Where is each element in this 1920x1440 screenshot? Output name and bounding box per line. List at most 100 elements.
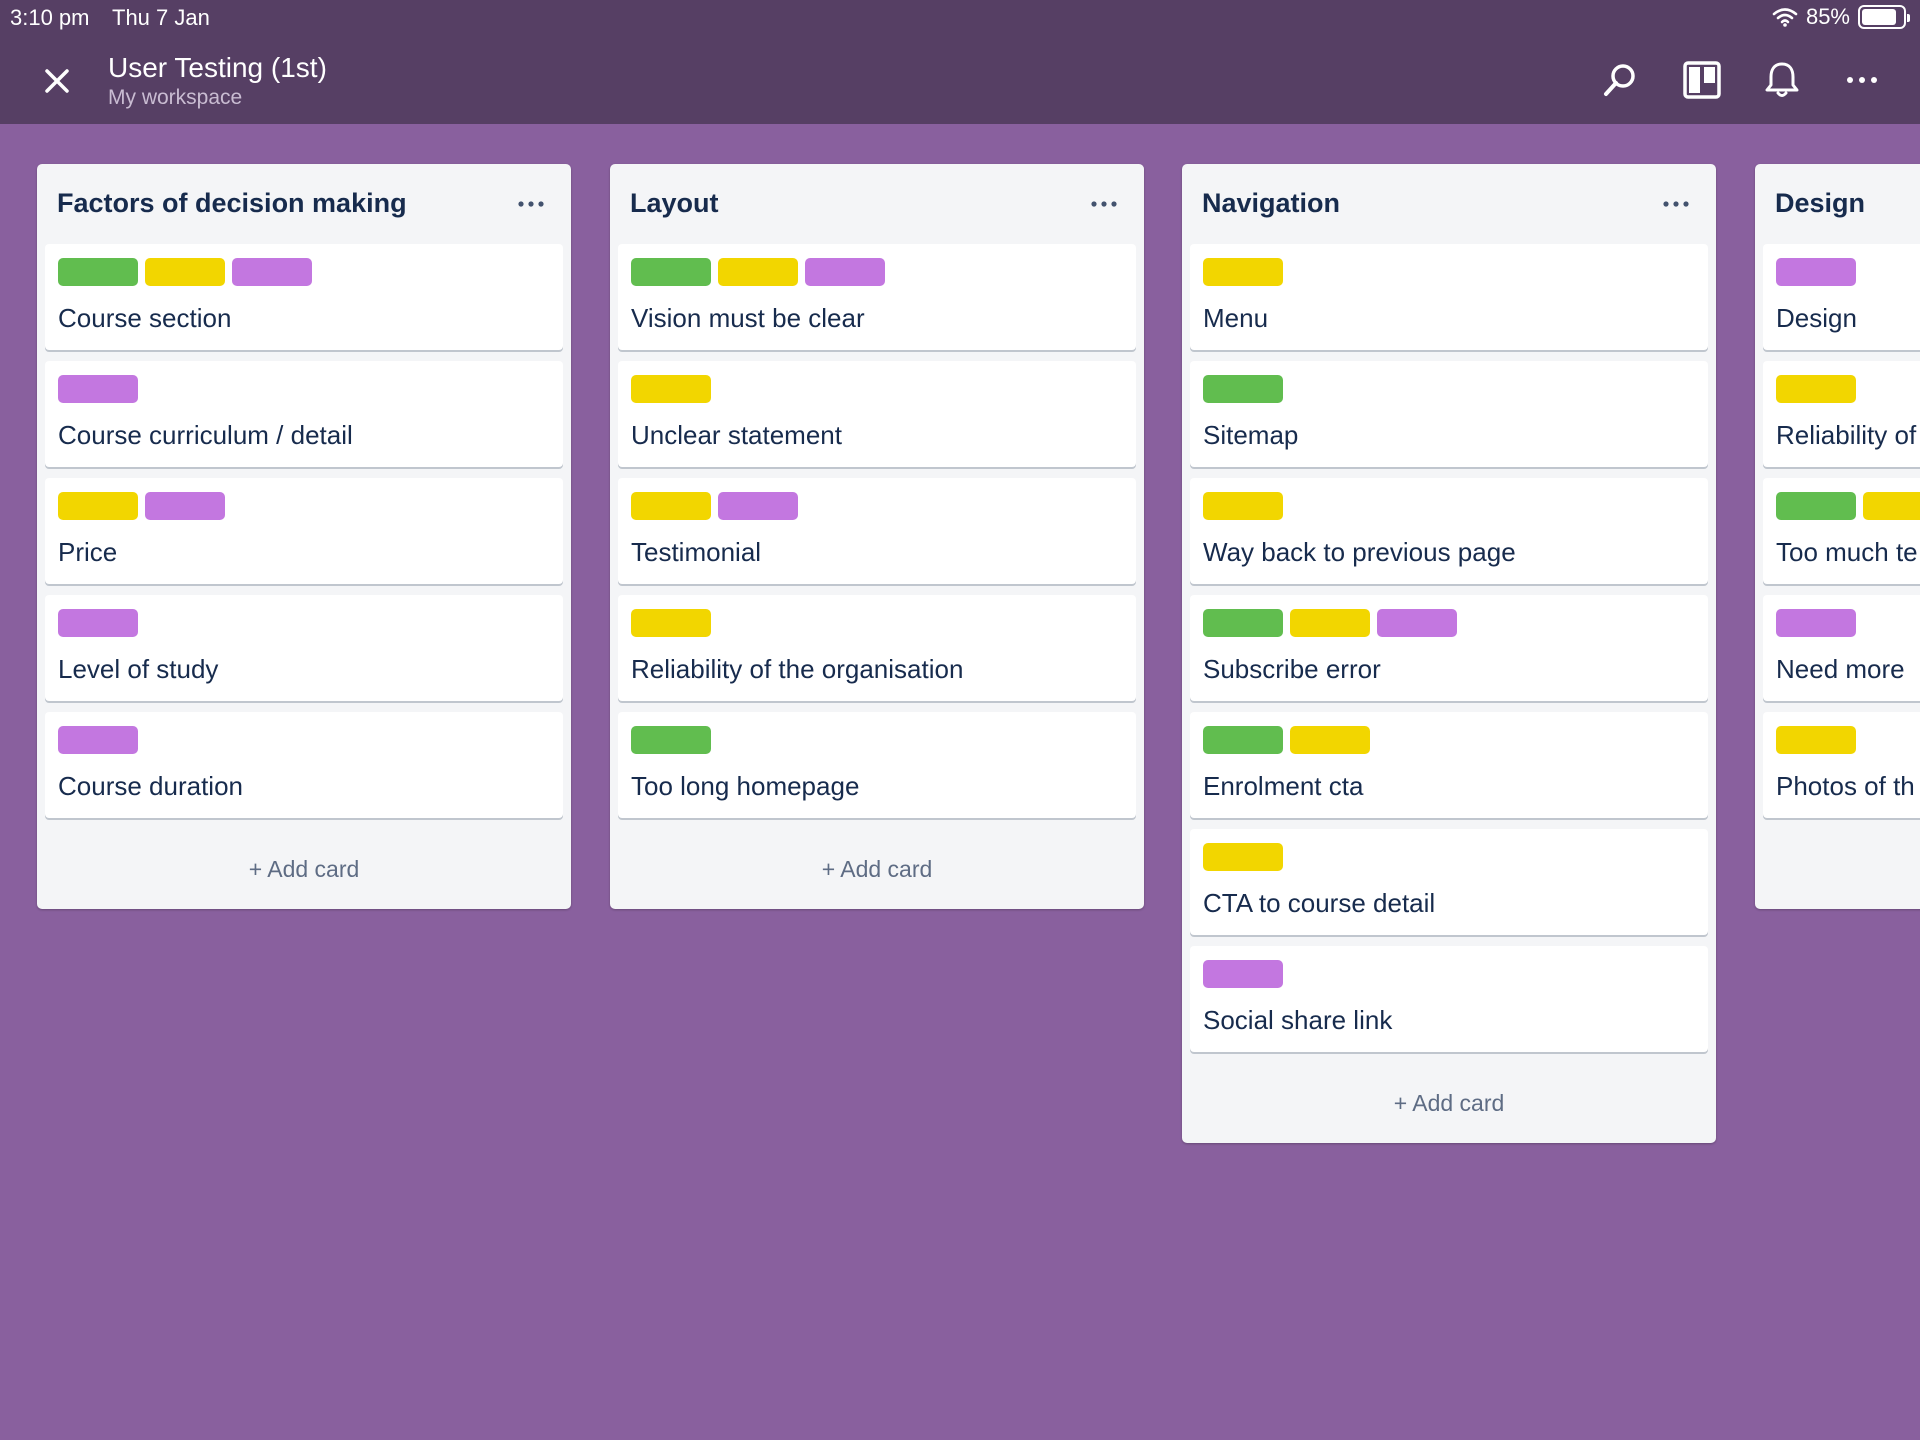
add-card-button[interactable]: + Add card bbox=[821, 855, 933, 882]
card[interactable]: Vision must be clear bbox=[618, 244, 1136, 350]
card-labels bbox=[1203, 843, 1283, 871]
card[interactable]: Photos of th bbox=[1763, 712, 1920, 818]
add-card-button[interactable] bbox=[1755, 829, 1920, 909]
list-header: Factors of decision making bbox=[37, 164, 571, 244]
card-labels bbox=[1776, 492, 1920, 520]
card[interactable]: Price bbox=[45, 478, 563, 584]
list-header: Navigation bbox=[1182, 164, 1716, 244]
card-labels bbox=[58, 492, 225, 520]
card[interactable]: Too long homepage bbox=[618, 712, 1136, 818]
list-menu-button[interactable] bbox=[1082, 184, 1126, 224]
label-green bbox=[1776, 492, 1856, 520]
card-labels bbox=[1203, 258, 1283, 286]
board-view-button[interactable] bbox=[1678, 56, 1726, 104]
label-purple bbox=[145, 492, 225, 520]
card[interactable]: Reliability of the organisation bbox=[618, 595, 1136, 701]
label-green bbox=[58, 258, 138, 286]
card-labels bbox=[631, 258, 885, 286]
card-title: Menu bbox=[1203, 303, 1269, 333]
card[interactable]: Sitemap bbox=[1190, 361, 1708, 467]
list-title: Navigation bbox=[1202, 188, 1341, 218]
add-card-button[interactable]: + Add card bbox=[248, 855, 360, 882]
card-title: Sitemap bbox=[1203, 420, 1299, 450]
card[interactable]: Way back to previous page bbox=[1190, 478, 1708, 584]
list-menu-button[interactable] bbox=[509, 184, 553, 224]
card[interactable]: Design bbox=[1763, 244, 1920, 350]
list-menu-button[interactable] bbox=[1654, 184, 1698, 224]
card-labels bbox=[1776, 258, 1856, 286]
label-yellow bbox=[1203, 843, 1283, 871]
notifications-button[interactable] bbox=[1758, 56, 1806, 104]
list-layout: Layout Vision must be clear Unclear state… bbox=[610, 164, 1144, 909]
card-labels bbox=[1203, 492, 1283, 520]
label-yellow bbox=[1203, 258, 1283, 286]
search-button[interactable] bbox=[1596, 56, 1644, 104]
list-title: Design bbox=[1775, 188, 1866, 218]
card[interactable]: Unclear statement bbox=[618, 361, 1136, 467]
card[interactable]: Course duration bbox=[45, 712, 563, 818]
card[interactable]: Enrolment cta bbox=[1190, 712, 1708, 818]
more-icon bbox=[1847, 77, 1877, 83]
card-title: Enrolment cta bbox=[1203, 771, 1364, 801]
list-design: Design Design Reliability of Too much te Ne… bbox=[1755, 164, 1920, 909]
label-green bbox=[1203, 726, 1283, 754]
card[interactable]: Course curriculum / detail bbox=[45, 361, 563, 467]
card-labels bbox=[58, 258, 312, 286]
card-labels bbox=[1776, 375, 1856, 403]
add-card-button[interactable]: + Add card bbox=[1393, 1089, 1505, 1116]
label-yellow bbox=[1863, 492, 1920, 520]
label-purple bbox=[58, 726, 138, 754]
label-yellow bbox=[631, 609, 711, 637]
bell-icon bbox=[1765, 62, 1799, 97]
close-button[interactable] bbox=[36, 60, 78, 102]
card-labels bbox=[58, 726, 138, 754]
card-title: Unclear statement bbox=[631, 420, 842, 450]
card-title: Reliability of the organisation bbox=[631, 654, 964, 684]
card-title: CTA to course detail bbox=[1203, 888, 1436, 918]
more-icon bbox=[1663, 201, 1689, 207]
status-right: 85% bbox=[1772, 4, 1910, 30]
card[interactable]: Testimonial bbox=[618, 478, 1136, 584]
card-title: Price bbox=[58, 537, 118, 567]
label-yellow bbox=[718, 258, 798, 286]
card[interactable]: CTA to course detail bbox=[1190, 829, 1708, 935]
label-purple bbox=[58, 609, 138, 637]
card-title: Course curriculum / detail bbox=[58, 420, 353, 450]
status-bar: 3:10 pm Thu 7 Jan 85% bbox=[0, 0, 1920, 34]
list-factors: Factors of decision making Course sectio… bbox=[37, 164, 571, 909]
card-labels bbox=[631, 609, 711, 637]
list-title: Factors of decision making bbox=[57, 188, 407, 218]
card-list: Design Reliability of Too much te Need more… bbox=[1755, 244, 1920, 818]
card-labels bbox=[1203, 960, 1283, 988]
card-title: Photos of th bbox=[1776, 771, 1915, 801]
card-list: Vision must be clear Unclear statement Tes… bbox=[610, 244, 1144, 818]
card-title: Testimonial bbox=[631, 537, 762, 567]
card-labels bbox=[631, 492, 798, 520]
card-labels bbox=[58, 609, 138, 637]
more-options-button[interactable] bbox=[1838, 56, 1886, 104]
list-title: Layout bbox=[630, 188, 719, 218]
board-canvas[interactable]: Factors of decision making Course sectio… bbox=[0, 124, 1920, 1440]
card[interactable]: Course section bbox=[45, 244, 563, 350]
board-view-icon bbox=[1683, 61, 1721, 99]
card[interactable]: Menu bbox=[1190, 244, 1708, 350]
label-yellow bbox=[1203, 492, 1283, 520]
list-navigation: Navigation Menu Sitemap Way back to previo… bbox=[1182, 164, 1716, 1143]
label-purple bbox=[1776, 609, 1856, 637]
card[interactable]: Social share link bbox=[1190, 946, 1708, 1052]
card-labels bbox=[631, 375, 711, 403]
list-header: Design bbox=[1755, 164, 1920, 244]
label-yellow bbox=[631, 492, 711, 520]
label-yellow bbox=[1776, 726, 1856, 754]
label-green bbox=[631, 726, 711, 754]
close-icon bbox=[45, 69, 69, 93]
card[interactable]: Need more bbox=[1763, 595, 1920, 701]
card-title: Vision must be clear bbox=[631, 303, 865, 333]
card[interactable]: Reliability of bbox=[1763, 361, 1920, 467]
card[interactable]: Subscribe error bbox=[1190, 595, 1708, 701]
card[interactable]: Too much te bbox=[1763, 478, 1920, 584]
card-title: Way back to previous page bbox=[1203, 537, 1516, 567]
board-header: User Testing (1st) My workspace bbox=[0, 0, 1920, 124]
card[interactable]: Level of study bbox=[45, 595, 563, 701]
